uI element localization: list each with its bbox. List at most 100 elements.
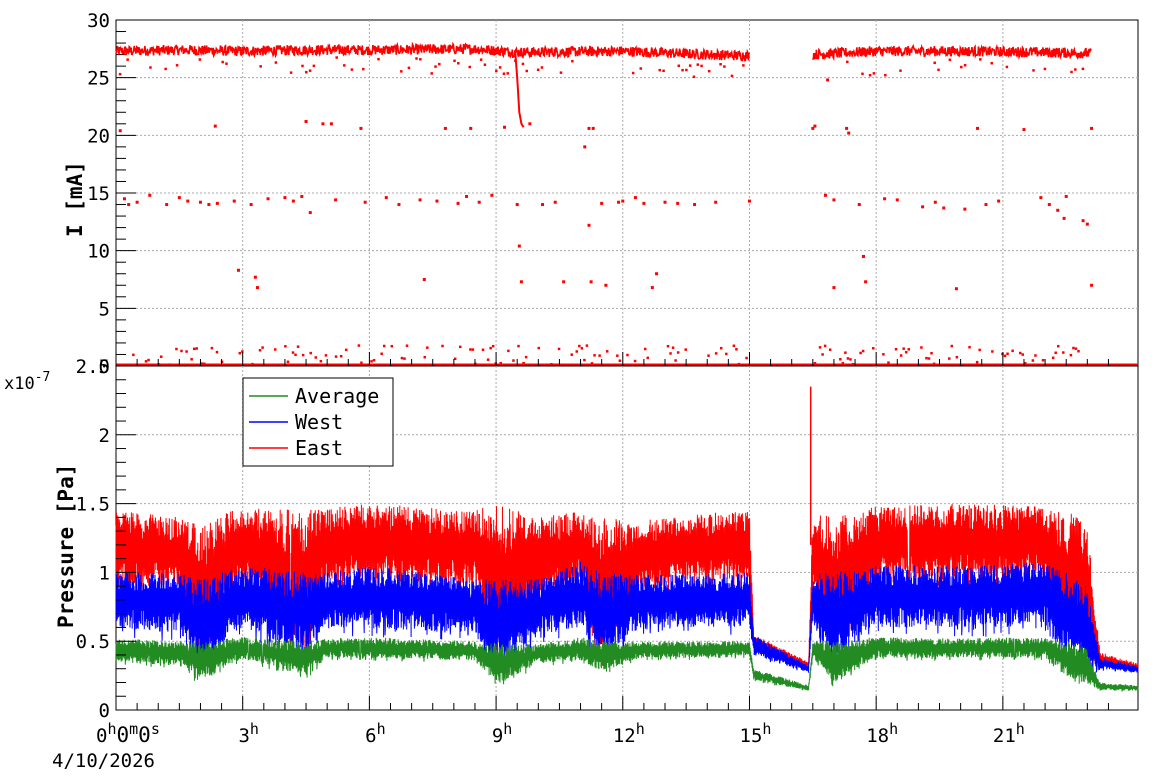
legend-label-west: West: [295, 410, 343, 434]
current-point: [490, 193, 494, 197]
current-low-point: [512, 359, 515, 362]
current-point: [521, 62, 525, 66]
current-point: [259, 65, 262, 68]
current-point: [1022, 128, 1026, 132]
current-point: [639, 67, 643, 70]
current-y-tick-label: 10: [87, 241, 110, 263]
current-point: [335, 56, 338, 59]
current-point: [308, 211, 312, 215]
date-label: 4/10/2026: [52, 750, 155, 772]
current-low-point: [453, 357, 457, 361]
current-point: [583, 145, 587, 149]
current-low-point: [580, 347, 584, 350]
current-point: [826, 78, 830, 82]
current-low-point: [849, 358, 852, 361]
current-low-point: [735, 348, 738, 351]
current-point: [312, 64, 316, 68]
current-low-point: [210, 346, 214, 350]
current-low-point: [732, 344, 736, 348]
current-point: [443, 126, 447, 130]
current-low-point: [185, 350, 188, 353]
current-point: [587, 126, 591, 130]
current-low-point: [144, 360, 148, 363]
current-low-point: [215, 350, 219, 354]
current-low-point: [872, 347, 875, 350]
current-low-point: [491, 344, 495, 348]
current-low-point: [955, 355, 959, 359]
current-low-point: [517, 344, 520, 348]
current-point: [591, 126, 595, 130]
current-point: [198, 58, 202, 61]
current-low-point: [725, 352, 728, 356]
current-low-point: [684, 348, 688, 351]
current-baseline-after: [812, 43, 1092, 62]
current-low-point: [380, 352, 383, 355]
pressure-series-west: [115, 561, 1139, 673]
current-point: [1005, 65, 1009, 69]
current-point: [503, 125, 507, 129]
time-x-tick-label: 12h: [613, 720, 645, 747]
current-low-point: [557, 347, 561, 351]
current-point: [846, 60, 849, 64]
pressure-y-tick-label: 2: [99, 425, 110, 447]
time-x-tick-label: 21h: [993, 720, 1025, 747]
current-point: [723, 65, 726, 68]
current-point: [600, 201, 604, 205]
current-point: [321, 122, 325, 126]
current-point: [255, 286, 259, 290]
current-point: [884, 73, 887, 77]
current-y-tick-label: 15: [87, 183, 110, 205]
current-point: [933, 200, 937, 204]
current-low-point: [339, 354, 343, 358]
current-point: [465, 194, 469, 198]
current-point: [663, 200, 667, 204]
current-point: [362, 67, 365, 71]
current-low-point: [372, 358, 376, 362]
current-low-point: [570, 353, 573, 356]
current-low-point: [274, 348, 277, 351]
current-low-point: [524, 355, 528, 359]
current-point: [400, 70, 403, 73]
current-point: [363, 200, 367, 204]
current-point: [329, 122, 333, 126]
current-y-tick-label: 5: [99, 298, 110, 320]
current-low-point: [927, 357, 931, 360]
current-point: [502, 72, 506, 75]
current-y-axis-title: I [mA]: [63, 161, 87, 237]
current-point: [215, 201, 219, 205]
current-point: [984, 203, 988, 207]
current-point: [604, 283, 608, 287]
current-low-point: [991, 350, 994, 353]
current-low-point: [301, 353, 305, 357]
current-low-point: [537, 346, 541, 350]
current-point: [730, 74, 734, 78]
current-point: [861, 72, 864, 76]
current-point: [692, 75, 696, 79]
current-low-point: [1056, 344, 1060, 348]
current-point: [165, 203, 169, 207]
current-point: [1043, 67, 1047, 71]
current-low-point: [618, 359, 622, 362]
current-low-point: [180, 349, 183, 353]
current-point: [1070, 70, 1073, 74]
current-low-point: [578, 344, 581, 348]
current-point: [177, 196, 181, 200]
current-marks: [115, 41, 1138, 368]
pressure-y-tick-label: 0: [99, 700, 110, 722]
current-low-point: [676, 351, 680, 354]
current-point: [253, 275, 257, 279]
current-point: [832, 286, 836, 290]
current-point: [921, 205, 925, 209]
current-y-tick-label: 30: [87, 10, 110, 32]
current-low-point: [575, 350, 579, 353]
current-low-point: [522, 361, 525, 365]
current-low-point: [828, 348, 832, 351]
current-point: [696, 63, 700, 66]
pressure-y-exponent: x10-7: [4, 370, 50, 394]
current-point: [495, 69, 498, 73]
current-point: [976, 126, 980, 130]
current-point: [589, 280, 593, 284]
current-low-point: [403, 357, 406, 360]
current-point: [541, 203, 545, 207]
current-point: [198, 200, 202, 204]
